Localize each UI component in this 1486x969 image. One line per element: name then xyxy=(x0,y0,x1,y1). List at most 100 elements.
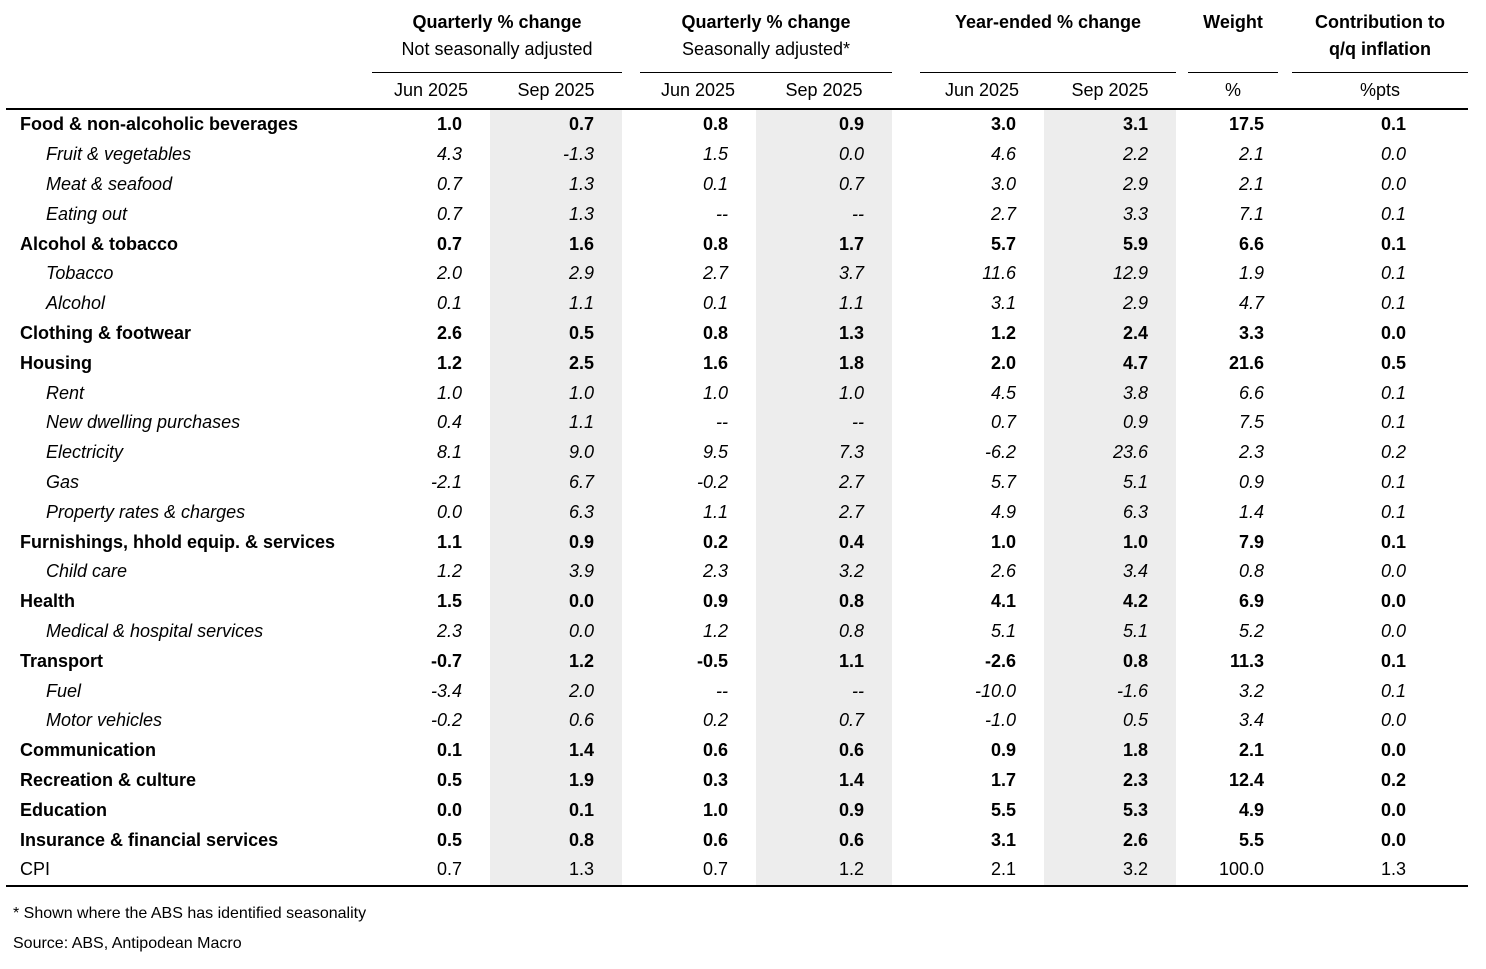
column-group-header-row: Quarterly % change Not seasonally adjust… xyxy=(6,8,1468,73)
group-subtitle: q/q inflation xyxy=(1329,39,1431,59)
spacer xyxy=(6,72,372,110)
cell-value: 12.9 xyxy=(1044,258,1176,289)
cell-value: 2.1 xyxy=(1238,173,1264,194)
spacer xyxy=(1278,170,1292,200)
cell-value: 7.1 xyxy=(1238,203,1264,224)
cell-value: 4.6 xyxy=(990,144,1016,165)
spacer xyxy=(622,72,640,110)
row-label: Transport xyxy=(20,650,104,671)
spacer xyxy=(1176,348,1188,378)
cell-value: 2.1 xyxy=(920,854,1044,887)
cell-value: 4.7 xyxy=(1044,348,1176,379)
cell-value: 0.0 xyxy=(436,501,462,522)
cell-value: 2.1 xyxy=(1238,740,1264,761)
cell-value: -0.7 xyxy=(430,650,462,671)
cell-value: 5.1 xyxy=(990,620,1016,641)
cell-value: 2.2 xyxy=(1044,139,1176,170)
cell-value: 1.2 xyxy=(990,322,1016,343)
cell-value: 0.9 xyxy=(756,795,892,826)
spacer xyxy=(622,109,640,140)
spacer xyxy=(892,468,920,498)
spacer xyxy=(1278,854,1292,887)
cell-value: 1.3 xyxy=(490,169,622,200)
table-row: Rent 1.0 1.0 1.0 1.0 4.5 3.8 6.6 0.1 xyxy=(6,378,1468,408)
cell-value: 0.0 xyxy=(1380,561,1406,582)
cell-value: 5.7 xyxy=(990,233,1016,254)
cell-value: 0.7 xyxy=(436,173,462,194)
spacer xyxy=(1278,72,1292,110)
row-label: Gas xyxy=(46,471,80,492)
spacer xyxy=(622,319,640,349)
cell-value: 0.4 xyxy=(436,412,462,433)
spacer xyxy=(1278,8,1292,73)
cell-value: 2.9 xyxy=(1044,288,1176,319)
cell-value: 17.5 xyxy=(1228,114,1264,135)
row-label: Motor vehicles xyxy=(46,710,163,731)
row-label: Recreation & culture xyxy=(20,769,197,790)
cell-value: 0.1 xyxy=(1380,233,1406,254)
cell-value: 0.8 xyxy=(756,586,892,617)
cell-value: -0.2 xyxy=(430,710,462,731)
spacer xyxy=(622,289,640,319)
cell-value: 0.8 xyxy=(702,233,728,254)
group-title: Year-ended % change xyxy=(954,12,1142,32)
cell-value: 1.2 xyxy=(756,854,892,887)
cell-value: 1.8 xyxy=(756,348,892,379)
cell-value: 0.7 xyxy=(490,109,622,140)
spacer xyxy=(1278,795,1292,825)
cell-value: 1.2 xyxy=(436,561,462,582)
spacer xyxy=(1176,587,1188,617)
spacer xyxy=(1278,140,1292,170)
spacer xyxy=(1176,527,1188,557)
cell-value: 1.1 xyxy=(756,288,892,319)
cell-value: 3.0 xyxy=(990,173,1016,194)
table-row: Communication 0.1 1.4 0.6 0.6 0.9 1.8 2.1 0.0 xyxy=(6,735,1468,766)
spacer xyxy=(1278,468,1292,498)
cell-value: 7.9 xyxy=(1238,531,1264,552)
cell-value: 3.2 xyxy=(1238,680,1264,701)
row-label: Food & non-alcoholic beverages xyxy=(20,114,299,135)
cell-value: 7.5 xyxy=(1238,412,1264,433)
cell-value: 5.1 xyxy=(1044,467,1176,498)
spacer xyxy=(622,617,640,647)
cell-value: 0.6 xyxy=(756,825,892,855)
cell-value: 2.6 xyxy=(1044,825,1176,855)
cell-value: 0.6 xyxy=(702,829,728,850)
row-label: Tobacco xyxy=(46,263,114,284)
spacer xyxy=(892,72,920,110)
spacer xyxy=(1278,378,1292,408)
spacer xyxy=(892,646,920,676)
cell-value: 6.6 xyxy=(1238,382,1264,403)
spacer xyxy=(1278,408,1292,438)
cell-value: 3.1 xyxy=(990,293,1016,314)
cell-value: 3.9 xyxy=(490,556,622,587)
cell-value: 5.7 xyxy=(990,471,1016,492)
cell-value: 1.1 xyxy=(490,288,622,319)
spacer xyxy=(1278,706,1292,736)
group-header-quarterly-sa: Quarterly % change Seasonally adjusted* xyxy=(640,8,892,73)
table-row: Fuel -3.4 2.0 -- -- -10.0 -1.6 3.2 0.1 xyxy=(6,676,1468,706)
table-row: Tobacco 2.0 2.9 2.7 3.7 11.6 12.9 1.9 0.1 xyxy=(6,258,1468,289)
group-title: Contribution to xyxy=(1315,12,1445,32)
spacer xyxy=(892,259,920,289)
cell-value: -- xyxy=(716,680,728,701)
cell-value: 0.0 xyxy=(756,139,892,170)
spacer xyxy=(892,438,920,468)
spacer xyxy=(892,557,920,587)
spacer xyxy=(892,587,920,617)
cell-value: 0.0 xyxy=(1380,740,1406,761)
cell-value: 1.0 xyxy=(490,378,622,408)
cell-value: 0.6 xyxy=(756,735,892,766)
cell-value: 21.6 xyxy=(1228,352,1264,373)
cell-value: 0.0 xyxy=(1380,322,1406,343)
cell-value: 1.1 xyxy=(436,531,462,552)
cell-value: -2.6 xyxy=(984,650,1016,671)
spacer xyxy=(892,229,920,259)
cell-value: -1.0 xyxy=(984,710,1016,731)
cell-value: 5.9 xyxy=(1044,229,1176,259)
cell-value: 0.0 xyxy=(1380,144,1406,165)
cell-value: 0.0 xyxy=(490,616,622,647)
row-label: Fuel xyxy=(46,680,82,701)
cell-value: 1.0 xyxy=(702,382,728,403)
cell-value: 0.9 xyxy=(990,740,1016,761)
